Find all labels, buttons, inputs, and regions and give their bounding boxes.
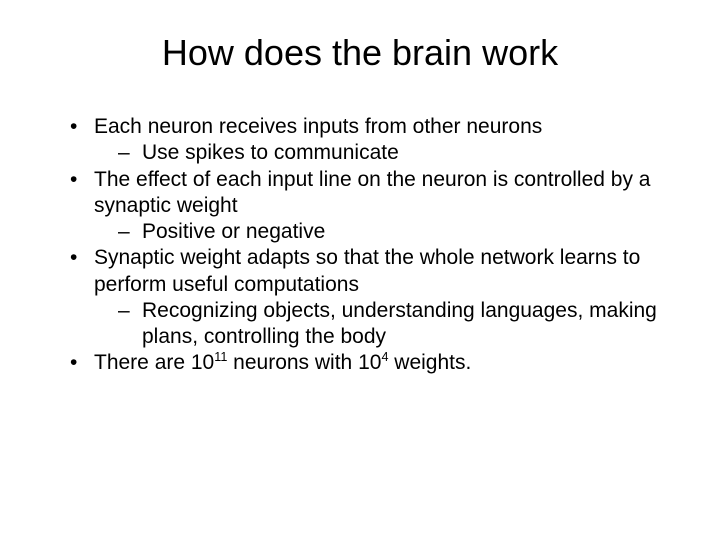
bullet-item: Each neuron receives inputs from other n…	[70, 114, 680, 167]
sub-bullet-text: Recognizing objects, understanding langu…	[142, 299, 657, 348]
bullet-text: Each neuron receives inputs from other n…	[94, 115, 542, 138]
sub-bullet-text: Use spikes to communicate	[142, 141, 399, 164]
slide-title: How does the brain work	[40, 32, 680, 74]
bullet-text: Synaptic weight adapts so that the whole…	[94, 246, 640, 295]
bullet-text: There are 1011 neurons with 104 weights.	[94, 351, 471, 374]
bullet-item: The effect of each input line on the neu…	[70, 167, 680, 246]
sub-bullet-item: Positive or negative	[118, 219, 680, 245]
sub-bullet-item: Recognizing objects, understanding langu…	[118, 298, 680, 351]
slide-body: Each neuron receives inputs from other n…	[40, 114, 680, 377]
bullet-item: Synaptic weight adapts so that the whole…	[70, 245, 680, 350]
bullet-list: Each neuron receives inputs from other n…	[40, 114, 680, 377]
sub-bullet-item: Use spikes to communicate	[118, 140, 680, 166]
sub-bullet-text: Positive or negative	[142, 220, 325, 243]
bullet-text: The effect of each input line on the neu…	[94, 168, 650, 217]
superscript: 11	[214, 350, 227, 364]
sub-bullet-list: Use spikes to communicate	[94, 140, 680, 166]
sub-bullet-list: Positive or negative	[94, 219, 680, 245]
sub-bullet-list: Recognizing objects, understanding langu…	[94, 298, 680, 351]
bullet-item: There are 1011 neurons with 104 weights.	[70, 350, 680, 376]
